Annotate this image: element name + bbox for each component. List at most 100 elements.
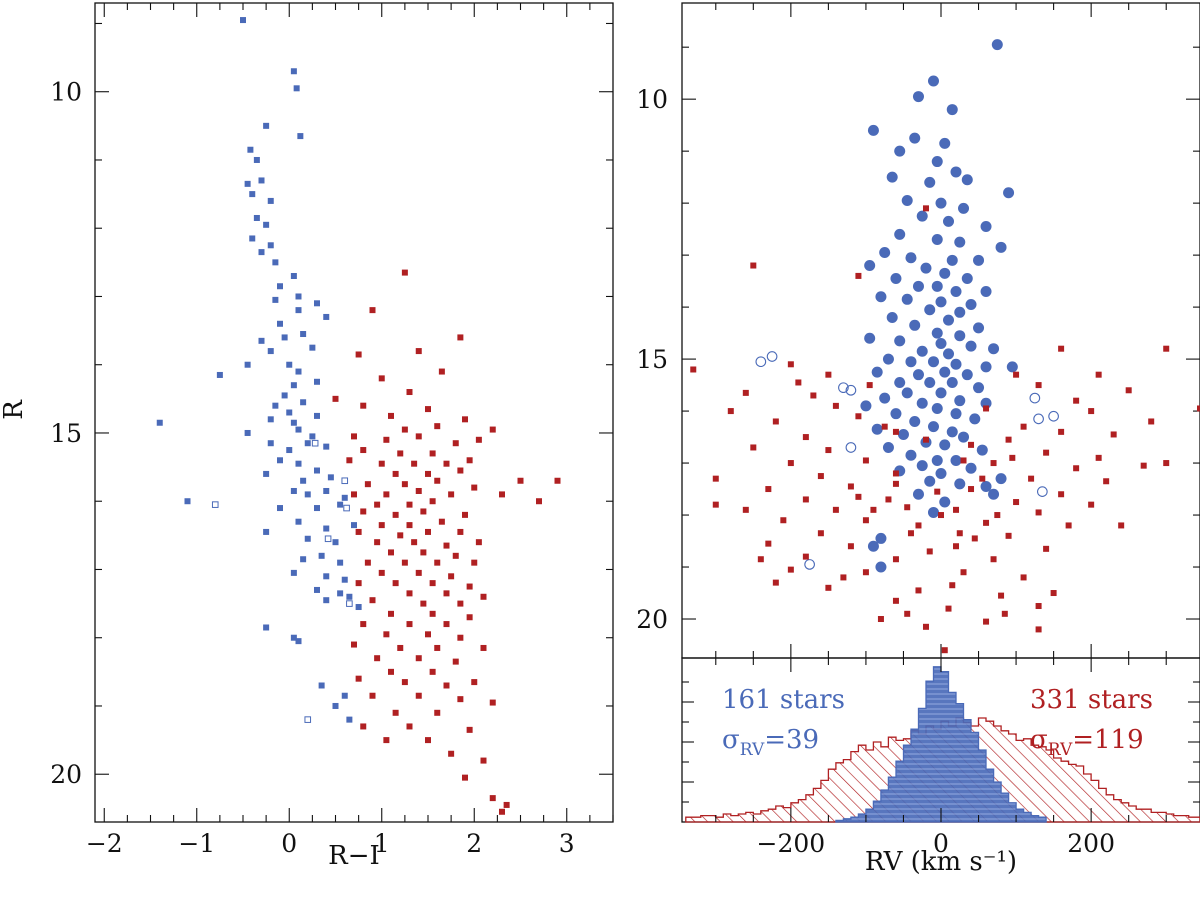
rv-point-2-21 <box>1088 408 1095 415</box>
rv-point-0-45 <box>909 319 921 331</box>
rv-point-2-48 <box>968 486 975 493</box>
cmd-point-0-61 <box>184 498 191 505</box>
rv-point-2-37 <box>862 457 869 464</box>
rv-point-2-81 <box>1035 603 1042 610</box>
rv-point-2-87 <box>941 647 948 654</box>
x-tick-label: 3 <box>559 829 575 858</box>
cmd-point-0-60 <box>341 494 348 501</box>
rv-point-2-59 <box>862 517 869 524</box>
cmd-point-2-113 <box>383 737 390 744</box>
cmd-point-2-62 <box>388 549 394 556</box>
cmd-point-0-39 <box>300 399 307 406</box>
rv-point-0-29 <box>920 262 932 274</box>
cmd-point-0-24 <box>300 331 307 338</box>
rv-point-2-112 <box>994 512 1001 519</box>
cmd-point-2-30 <box>425 470 431 477</box>
cmd-point-2-53 <box>438 518 445 525</box>
cmd-point-2-13 <box>401 426 408 433</box>
rv-point-2-54 <box>742 506 749 513</box>
cmd-point-1-3 <box>343 504 350 512</box>
cmd-point-2-9 <box>360 402 367 409</box>
cmd-point-2-115 <box>448 750 455 757</box>
cmd-point-2-51 <box>378 522 385 529</box>
cmd-point-2-66 <box>401 559 408 566</box>
blue-sigma-value: =39 <box>764 725 819 755</box>
cmd-point-2-116 <box>480 757 487 764</box>
rv-point-0-60 <box>980 361 992 373</box>
rv-point-0-53 <box>988 343 1000 355</box>
cmd-point-2-19 <box>452 440 459 447</box>
rv-point-2-44 <box>1028 475 1035 482</box>
right-tick-labels: 10 15 20 <box>636 85 668 634</box>
rv-point-2-12 <box>1095 371 1102 378</box>
cmd-point-2-31 <box>457 467 464 474</box>
y-tick-label: 20 <box>636 605 668 634</box>
rv-point-0-1 <box>912 91 924 103</box>
cmd-point-0-66 <box>263 528 270 535</box>
rv-point-0-48 <box>954 330 966 342</box>
cmd-point-2-61 <box>475 539 482 546</box>
rv-point-0-75 <box>860 400 872 412</box>
cmd-point-2-4 <box>355 351 362 358</box>
rv-point-0-14 <box>901 195 913 207</box>
rv-point-0-95 <box>965 462 977 474</box>
cmd-point-2-73 <box>392 580 399 587</box>
cmd-point-0-83 <box>290 634 297 641</box>
cmd-point-2-101 <box>401 679 408 686</box>
cmd-point-2-20 <box>475 436 482 443</box>
cmd-point-2-120 <box>499 808 505 815</box>
rv-point-0-70 <box>901 387 913 399</box>
cmd-point-0-23 <box>277 320 283 327</box>
cmd-point-0-34 <box>290 382 297 389</box>
cmd-point-0-71 <box>300 556 307 563</box>
rv-point-2-22 <box>1148 418 1155 425</box>
cmd-point-2-26 <box>411 460 418 467</box>
rv-point-0-6 <box>939 137 951 149</box>
rv-point-0-43 <box>886 312 898 324</box>
cmd-point-0-72 <box>318 552 325 559</box>
cmd-point-2-39 <box>383 491 390 498</box>
rv-point-1-5 <box>1033 413 1044 425</box>
rv-point-0-101 <box>980 480 992 492</box>
cmd-point-0-70 <box>332 539 339 546</box>
rv-point-0-66 <box>894 376 906 388</box>
cmd-point-0-84 <box>295 638 302 645</box>
rv-point-0-74 <box>916 397 928 409</box>
red-sigma-subscript: RV <box>1048 740 1073 760</box>
cmd-point-0-8 <box>258 177 265 184</box>
y-tick-label: 10 <box>50 78 82 107</box>
rv-point-2-1 <box>750 262 757 269</box>
rv-point-2-84 <box>983 618 990 625</box>
cmd-point-0-51 <box>277 457 283 464</box>
cmd-point-2-5 <box>378 375 385 382</box>
rv-point-0-79 <box>950 408 962 420</box>
rv-point-2-98 <box>840 574 847 581</box>
rv-point-0-85 <box>897 428 909 440</box>
rv-point-0-37 <box>875 291 887 303</box>
rv-point-2-19 <box>832 402 839 409</box>
rv-point-2-80 <box>892 597 899 604</box>
cmd-point-2-89 <box>425 631 431 638</box>
rv-point-0-17 <box>916 210 928 222</box>
rv-point-2-92 <box>971 535 978 542</box>
left-plot-frame <box>94 2 614 823</box>
rv-point-0-10 <box>886 171 898 183</box>
rv-point-0-88 <box>939 439 951 451</box>
rv-point-2-11 <box>1013 371 1020 378</box>
rv-point-0-18 <box>943 215 955 227</box>
cmd-point-0-33 <box>295 368 302 375</box>
rv-point-2-110 <box>956 530 963 537</box>
rv-point-1-0 <box>755 356 767 368</box>
rv-point-0-49 <box>864 332 876 344</box>
left-panel: −2 −1 0 1 2 3 10 15 20 R−I R <box>0 2 614 871</box>
rv-point-0-38 <box>901 293 913 305</box>
rv-point-0-33 <box>912 280 924 292</box>
red-sigma-symbol: σ <box>1030 725 1048 755</box>
rv-point-2-47 <box>847 483 854 490</box>
cmd-point-0-32 <box>286 361 293 368</box>
rv-point-0-36 <box>980 286 992 298</box>
rv-point-2-100 <box>1118 522 1125 529</box>
cmd-point-0-49 <box>286 447 293 454</box>
cmd-point-2-24 <box>346 457 353 464</box>
cmd-point-0-69 <box>304 535 311 542</box>
